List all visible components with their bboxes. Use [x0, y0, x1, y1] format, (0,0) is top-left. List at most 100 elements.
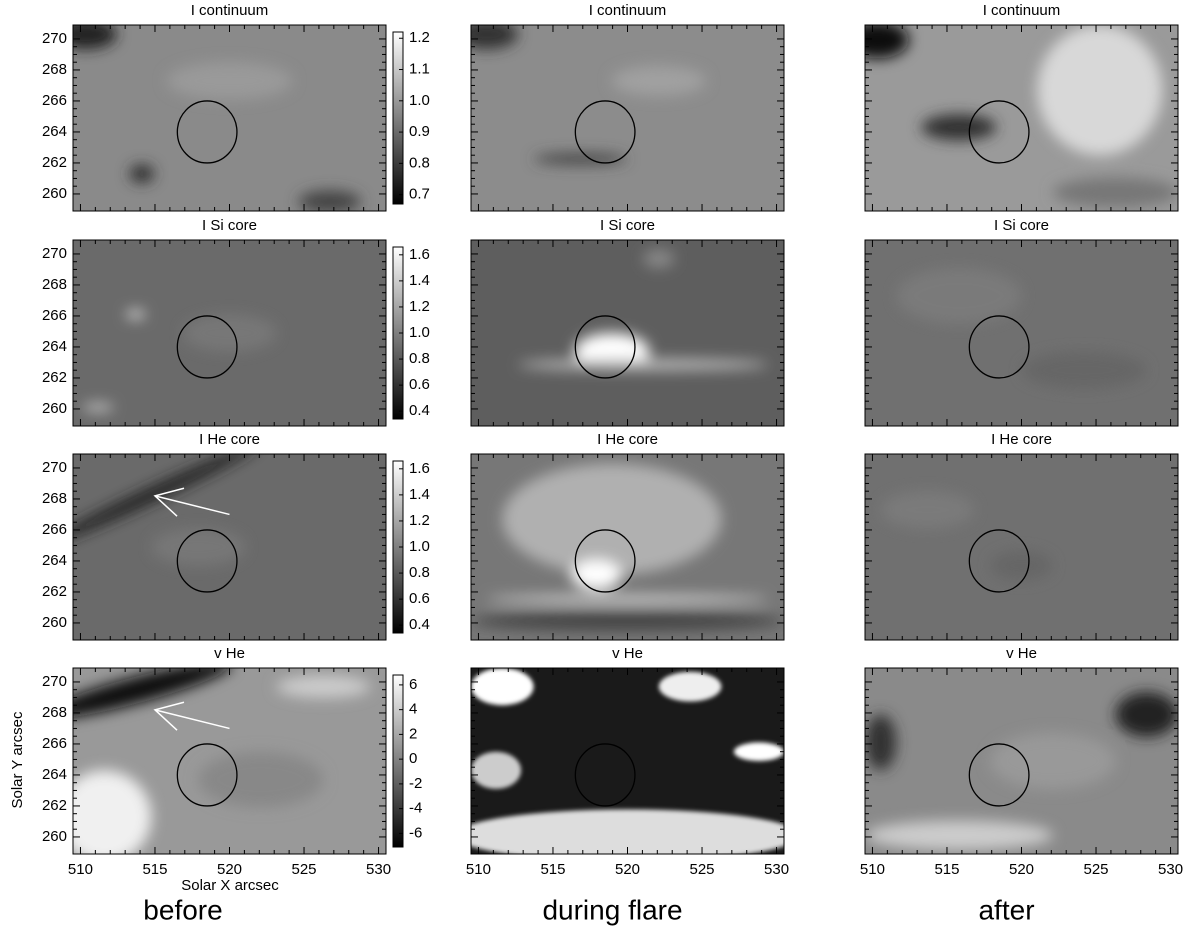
x-tick-label: 520 — [217, 861, 242, 878]
image-feature — [1052, 177, 1178, 208]
y-tick-label: 270 — [42, 459, 67, 476]
image-feature — [517, 359, 769, 371]
panel-title: v He — [1006, 645, 1037, 662]
colorbar-tick-label: 1.6 — [409, 460, 430, 477]
image — [471, 25, 784, 211]
image — [471, 668, 784, 854]
circle-marker — [968, 529, 1030, 593]
image-feature — [611, 65, 706, 96]
image-features — [880, 491, 1053, 581]
column-label: before — [143, 894, 222, 925]
image-features — [517, 249, 769, 371]
panel-title: I continuum — [983, 2, 1061, 19]
column-label: after — [978, 894, 1034, 925]
image-feature — [73, 770, 152, 854]
colorbar-tick-label: 0.7 — [409, 186, 430, 203]
image-feature — [502, 463, 722, 575]
image-feature — [298, 190, 361, 211]
colorbar-tick-label: 2 — [409, 725, 417, 742]
image — [865, 240, 1178, 426]
image-feature — [82, 403, 114, 412]
colorbar-tick-label: 4 — [409, 701, 417, 718]
image-feature — [182, 314, 277, 352]
y-tick-label: 262 — [42, 583, 67, 600]
image-base — [471, 25, 784, 211]
circle-marker — [176, 529, 238, 593]
image — [471, 240, 784, 426]
colorbar-tick-label: 1.1 — [409, 60, 430, 77]
image-feature — [471, 751, 522, 789]
circle-marker — [968, 743, 1030, 807]
image-feature — [471, 25, 518, 50]
y-tick-label: 270 — [42, 673, 67, 690]
image — [73, 240, 386, 426]
colorbar-tick-label: -2 — [409, 775, 422, 792]
colorbar-tick-label: 0.8 — [409, 154, 430, 171]
image — [865, 25, 1178, 211]
image-feature — [471, 612, 784, 631]
image-feature — [880, 491, 975, 529]
panel-title: I He core — [597, 431, 658, 448]
x-tick-label: 530 — [366, 861, 391, 878]
panel-title: I He core — [991, 431, 1052, 448]
image-features — [471, 25, 706, 165]
colorbar-tick-label: -6 — [409, 824, 422, 841]
panel-title: I continuum — [191, 2, 269, 19]
image-base — [471, 240, 784, 426]
y-tick-label: 264 — [42, 338, 67, 355]
image-feature — [896, 267, 1022, 324]
circle-marker — [176, 100, 238, 164]
image-feature — [73, 25, 117, 50]
panel-title: I He core — [199, 431, 260, 448]
image-feature — [733, 742, 784, 761]
y-tick-label: 262 — [42, 369, 67, 386]
panel-title: I Si core — [600, 217, 655, 234]
y-tick-label: 266 — [42, 92, 67, 109]
y-tick-label: 264 — [42, 123, 67, 140]
x-tick-label: 510 — [68, 861, 93, 878]
image-features — [896, 267, 1147, 389]
arrow — [153, 701, 230, 731]
image-feature — [1115, 692, 1178, 737]
x-tick-label: 525 — [690, 861, 715, 878]
image — [73, 25, 386, 211]
colorbar-tick-label: 6 — [409, 676, 417, 693]
circle-marker — [176, 315, 238, 379]
image-feature — [1037, 25, 1163, 156]
circle-marker — [574, 743, 636, 807]
image-feature — [865, 714, 897, 771]
colorbar-tick-label: 1.2 — [409, 512, 430, 529]
x-tick-label: 510 — [466, 861, 491, 878]
colorbar — [392, 674, 404, 848]
image-features — [73, 454, 260, 566]
image-feature — [865, 25, 909, 59]
colorbar-tick-label: 0.6 — [409, 590, 430, 607]
image-feature — [73, 668, 233, 720]
colorbar-tick-label: 0.8 — [409, 350, 430, 367]
y-tick-label: 268 — [42, 704, 67, 721]
y-tick-label: 266 — [42, 307, 67, 324]
image-features — [865, 692, 1178, 851]
image-feature — [151, 528, 246, 566]
y-axis-label: Solar Y arcsec — [9, 711, 26, 808]
image — [865, 668, 1178, 854]
panel-title: I continuum — [589, 2, 667, 19]
x-tick-label: 520 — [615, 861, 640, 878]
y-tick-label: 262 — [42, 797, 67, 814]
x-tick-label: 515 — [934, 861, 959, 878]
x-tick-label: 530 — [1158, 861, 1183, 878]
arrow — [153, 487, 230, 517]
image — [865, 454, 1178, 640]
colorbar-tick-label: 1.4 — [409, 272, 430, 289]
y-tick-label: 262 — [42, 154, 67, 171]
panel-title: I Si core — [994, 217, 1049, 234]
circle-marker — [968, 315, 1030, 379]
column-label: during flare — [542, 894, 682, 925]
colorbar-tick-label: 1.0 — [409, 324, 430, 341]
image-feature — [73, 454, 260, 546]
image-feature — [471, 809, 784, 854]
y-tick-label: 260 — [42, 828, 67, 845]
colorbar-tick-label: 0 — [409, 750, 417, 767]
colorbar-tick-label: 1.0 — [409, 538, 430, 555]
